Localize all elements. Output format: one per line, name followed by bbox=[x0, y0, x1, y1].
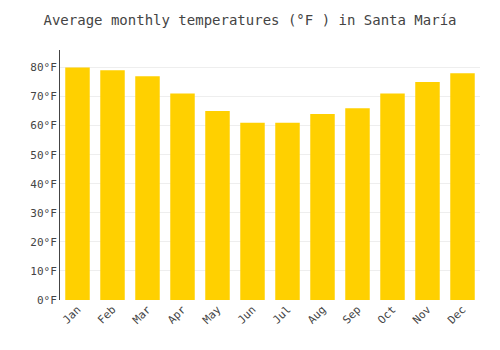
svg-text:Jun: Jun bbox=[235, 303, 258, 326]
svg-text:50°F: 50°F bbox=[30, 149, 57, 162]
svg-text:40°F: 40°F bbox=[30, 178, 57, 191]
svg-text:Oct: Oct bbox=[375, 303, 398, 326]
svg-text:Jan: Jan bbox=[60, 303, 83, 326]
svg-text:Dec: Dec bbox=[445, 303, 468, 326]
svg-text:20°F: 20°F bbox=[30, 236, 57, 249]
svg-text:Feb: Feb bbox=[95, 303, 118, 326]
svg-text:30°F: 30°F bbox=[30, 207, 57, 220]
svg-text:0°F: 0°F bbox=[37, 294, 57, 307]
svg-text:70°F: 70°F bbox=[30, 90, 57, 103]
svg-text:Jul: Jul bbox=[270, 303, 293, 326]
svg-text:Average monthly temperatures (: Average monthly temperatures (°F ) in Sa… bbox=[43, 12, 456, 28]
svg-text:10°F: 10°F bbox=[30, 265, 57, 278]
svg-text:Apr: Apr bbox=[165, 303, 189, 327]
svg-text:Sep: Sep bbox=[340, 303, 363, 326]
svg-text:Nov: Nov bbox=[410, 303, 434, 327]
svg-text:Mar: Mar bbox=[130, 303, 154, 327]
svg-text:60°F: 60°F bbox=[30, 119, 57, 132]
svg-text:80°F: 80°F bbox=[30, 61, 57, 74]
svg-text:May: May bbox=[200, 303, 224, 327]
svg-text:Aug: Aug bbox=[305, 303, 328, 326]
